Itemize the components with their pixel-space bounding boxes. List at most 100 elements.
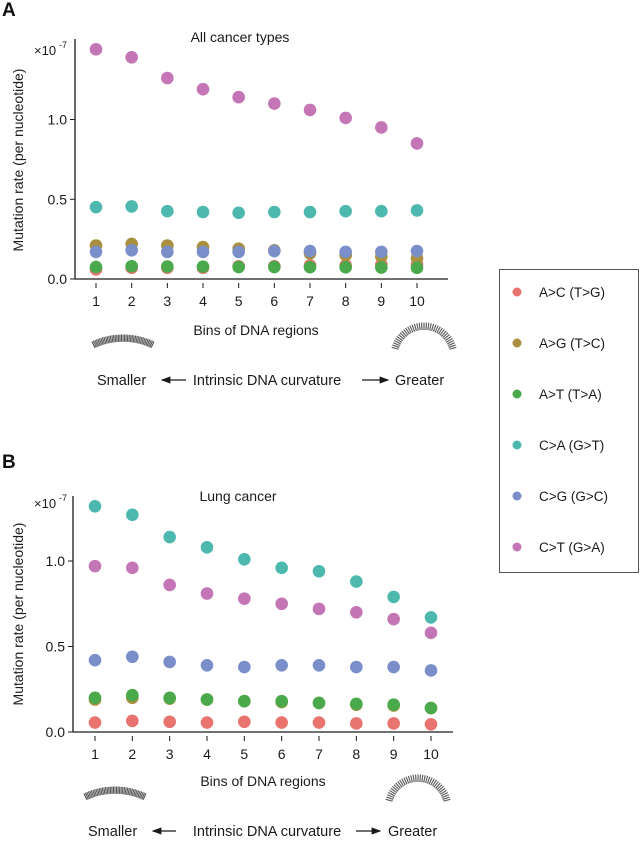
series-c-g-g-c- <box>88 650 438 677</box>
data-point <box>196 260 210 274</box>
x-tick-label: 9 <box>390 746 398 762</box>
data-point <box>161 245 174 259</box>
data-point <box>161 260 174 273</box>
data-point <box>387 717 400 730</box>
y-tick-label: 0.0 <box>46 724 66 740</box>
legend-label: A>C (T>G) <box>539 285 605 300</box>
data-point <box>200 716 214 729</box>
legend-label: C>T (G>A) <box>539 540 605 555</box>
x-tick-label: 6 <box>270 293 278 309</box>
curvature-greater-label: Greater <box>395 373 444 389</box>
data-point <box>163 655 176 669</box>
data-point <box>268 97 281 110</box>
legend-label: A>T (T>A) <box>539 387 602 402</box>
y-multiplier: ×10 -7 <box>34 40 67 58</box>
curvature-axis-label: Intrinsic DNA curvature <box>193 824 341 840</box>
legend-box <box>499 269 639 573</box>
legend-label: C>G (G>C) <box>539 489 608 504</box>
data-point <box>339 245 352 259</box>
data-point <box>424 664 438 677</box>
data-point <box>387 698 400 711</box>
series-a-t-t-a- <box>88 688 438 715</box>
series-c-t-g-a- <box>89 43 424 150</box>
curvature-smaller-label: Smaller <box>97 373 146 389</box>
series-a-c-t-g- <box>88 714 438 731</box>
series-a-g-t-c- <box>89 237 424 265</box>
series-c-a-g-t- <box>89 200 424 220</box>
series-c-t-g-a- <box>88 559 438 640</box>
data-point <box>275 561 288 575</box>
data-point <box>163 578 176 592</box>
legend-label: C>A (G>T) <box>539 438 604 453</box>
curvature-scale: Smaller Intrinsic DNA curvature Greater <box>88 824 437 840</box>
y-multiplier-exponent: -7 <box>59 493 67 503</box>
data-point <box>424 626 438 640</box>
data-point <box>200 659 214 672</box>
curvature-axis-label: Intrinsic DNA curvature <box>193 373 341 389</box>
y-tick-label: 1.0 <box>48 112 68 128</box>
data-point <box>238 552 251 566</box>
curvature-scale: Smaller Intrinsic DNA curvature Greater <box>97 373 444 389</box>
series-a-t-t-a- <box>89 259 424 275</box>
data-point <box>196 82 210 96</box>
chart-title: Lung cancer <box>199 488 276 504</box>
series-c-g-g-c- <box>89 243 424 259</box>
data-point <box>125 50 138 64</box>
legend: A>C (T>G) A>G (T>C) A>T (T>A) C>A (G>T) C>G … <box>499 269 639 573</box>
data-point <box>125 259 138 273</box>
data-point <box>410 137 424 150</box>
y-multiplier: ×10 -7 <box>34 493 67 511</box>
data-point <box>163 715 176 729</box>
legend-item: A>T (T>A) <box>512 387 602 402</box>
legend-item: C>G (G>C) <box>512 489 608 504</box>
data-point <box>196 205 210 219</box>
data-point <box>312 716 326 729</box>
x-tick-label: 8 <box>352 746 360 762</box>
data-point <box>89 200 103 214</box>
data-point <box>350 575 363 588</box>
data-point <box>88 716 102 729</box>
x-tick-label: 1 <box>92 293 100 309</box>
y-axis-label: Mutation rate (per nucleotide) <box>10 523 26 706</box>
x-tick-label: 10 <box>423 746 439 762</box>
x-tick-label: 7 <box>306 293 314 309</box>
data-point <box>89 260 103 274</box>
data-point <box>200 587 214 600</box>
data-point <box>350 717 363 730</box>
data-point <box>410 244 424 258</box>
data-point <box>387 590 400 604</box>
data-point <box>350 660 363 674</box>
data-point <box>339 111 352 125</box>
data-point <box>350 697 363 711</box>
data-point <box>303 103 317 117</box>
curvature-greater-label: Greater <box>388 824 437 840</box>
data-point <box>303 205 317 219</box>
x-tick-label: 10 <box>409 293 425 309</box>
x-tick-label: 3 <box>166 746 174 762</box>
dna-greater-curvature-icon <box>391 322 457 350</box>
data-point <box>232 260 245 274</box>
data-point <box>375 261 388 274</box>
data-point <box>303 244 317 258</box>
panel-label: A <box>2 0 16 21</box>
data-point <box>88 499 102 513</box>
legend-marker-icon <box>512 491 522 501</box>
data-point <box>410 261 424 275</box>
x-tick-label: 4 <box>203 746 211 762</box>
x-tick-label: 6 <box>278 746 286 762</box>
data-point <box>410 204 424 217</box>
legend-label: A>G (T>C) <box>539 336 605 351</box>
dna-smaller-curvature-icon <box>91 334 155 349</box>
data-point <box>275 716 288 729</box>
data-point <box>196 245 210 259</box>
x-tick-label: 2 <box>128 293 136 309</box>
data-point <box>232 206 245 220</box>
panel-b: B Lung cancer ×10 -7 Mutation rate (per … <box>2 452 453 840</box>
legend-marker-icon <box>512 287 522 297</box>
data-point <box>424 611 438 624</box>
x-tick-label: 3 <box>163 293 171 309</box>
data-point <box>387 660 400 674</box>
x-tick-label: 4 <box>199 293 207 309</box>
data-point <box>387 612 400 626</box>
